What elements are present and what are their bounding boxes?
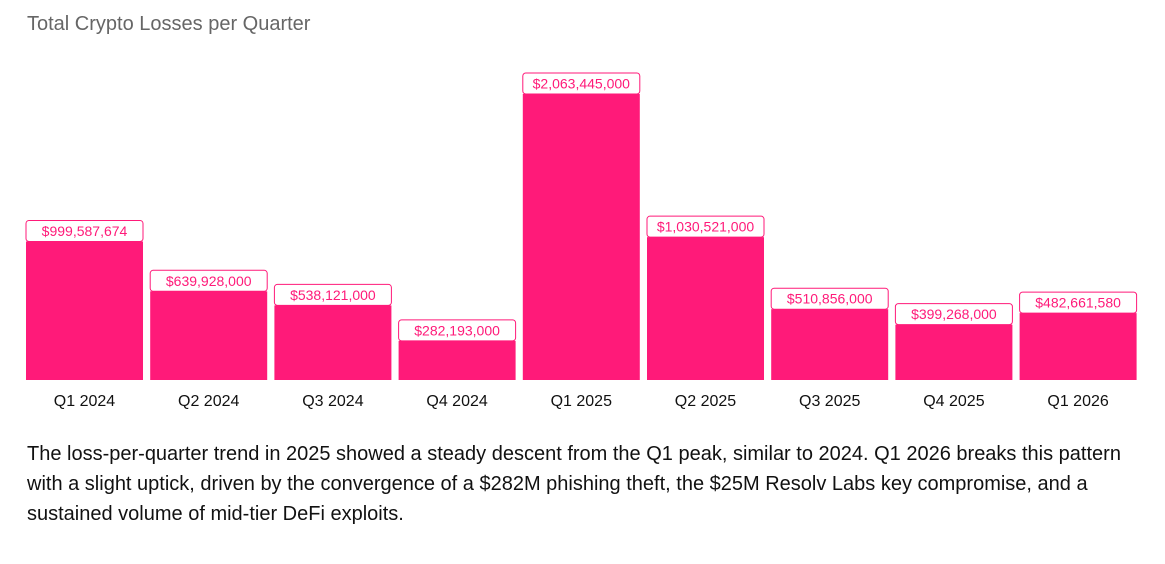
bar-q4-2024 xyxy=(398,340,516,380)
value-label-box xyxy=(770,287,889,310)
value-label: $2,063,445,000 xyxy=(533,76,631,92)
x-tick-label: Q3 2024 xyxy=(302,393,363,410)
value-label: $282,193,000 xyxy=(414,322,500,338)
value-label: $999,587,674 xyxy=(42,223,128,239)
bar-q1-2026 xyxy=(1019,313,1137,380)
value-labels-layer: $999,587,674 $639,928,000 $538,121,000 $282… xyxy=(25,72,1138,342)
x-tick-label: Q4 2024 xyxy=(426,393,487,410)
bar-q3-2025 xyxy=(771,309,889,380)
value-label-box xyxy=(894,303,1013,326)
value-label: $1,030,521,000 xyxy=(657,219,755,235)
bar-q4-2025 xyxy=(895,324,1013,380)
value-label-box xyxy=(149,269,268,292)
x-tick-label: Q2 2024 xyxy=(178,393,239,410)
bar-q3-2024 xyxy=(274,305,392,380)
value-label-box xyxy=(522,72,641,95)
value-label-box xyxy=(25,219,144,242)
value-label-box xyxy=(398,319,517,342)
x-tick-label: Q3 2025 xyxy=(799,393,860,410)
bar-q1-2025 xyxy=(522,94,640,380)
x-tick-label: Q1 2026 xyxy=(1047,393,1108,410)
bar-q2-2025 xyxy=(647,237,764,380)
x-tick-label: Q4 2025 xyxy=(923,393,984,410)
value-label: $399,268,000 xyxy=(911,306,997,322)
bar-q2-2024 xyxy=(150,291,268,380)
value-label: $538,121,000 xyxy=(290,287,376,303)
bars-layer xyxy=(26,94,1137,380)
x-tick-label: Q1 2025 xyxy=(551,393,612,410)
value-label-box xyxy=(646,215,765,238)
chart-description: The loss-per-quarter trend in 2025 showe… xyxy=(27,443,1121,525)
bar-chart: $999,587,674 $639,928,000 $538,121,000 $282… xyxy=(25,72,1138,410)
x-tick-label: Q2 2025 xyxy=(675,393,736,410)
value-label: $510,856,000 xyxy=(787,291,873,307)
bar-q1-2024 xyxy=(26,241,143,380)
value-label: $639,928,000 xyxy=(166,273,252,289)
x-axis: Q1 2024 Q2 2024 Q3 2024 Q4 2024 Q1 2025 Q2 20… xyxy=(54,393,1109,410)
chart-title: Total Crypto Losses per Quarter xyxy=(27,13,311,35)
value-label-box xyxy=(1019,291,1138,314)
x-tick-label: Q1 2024 xyxy=(54,393,115,410)
value-label-box xyxy=(273,283,392,306)
value-label: $482,661,580 xyxy=(1035,295,1121,311)
